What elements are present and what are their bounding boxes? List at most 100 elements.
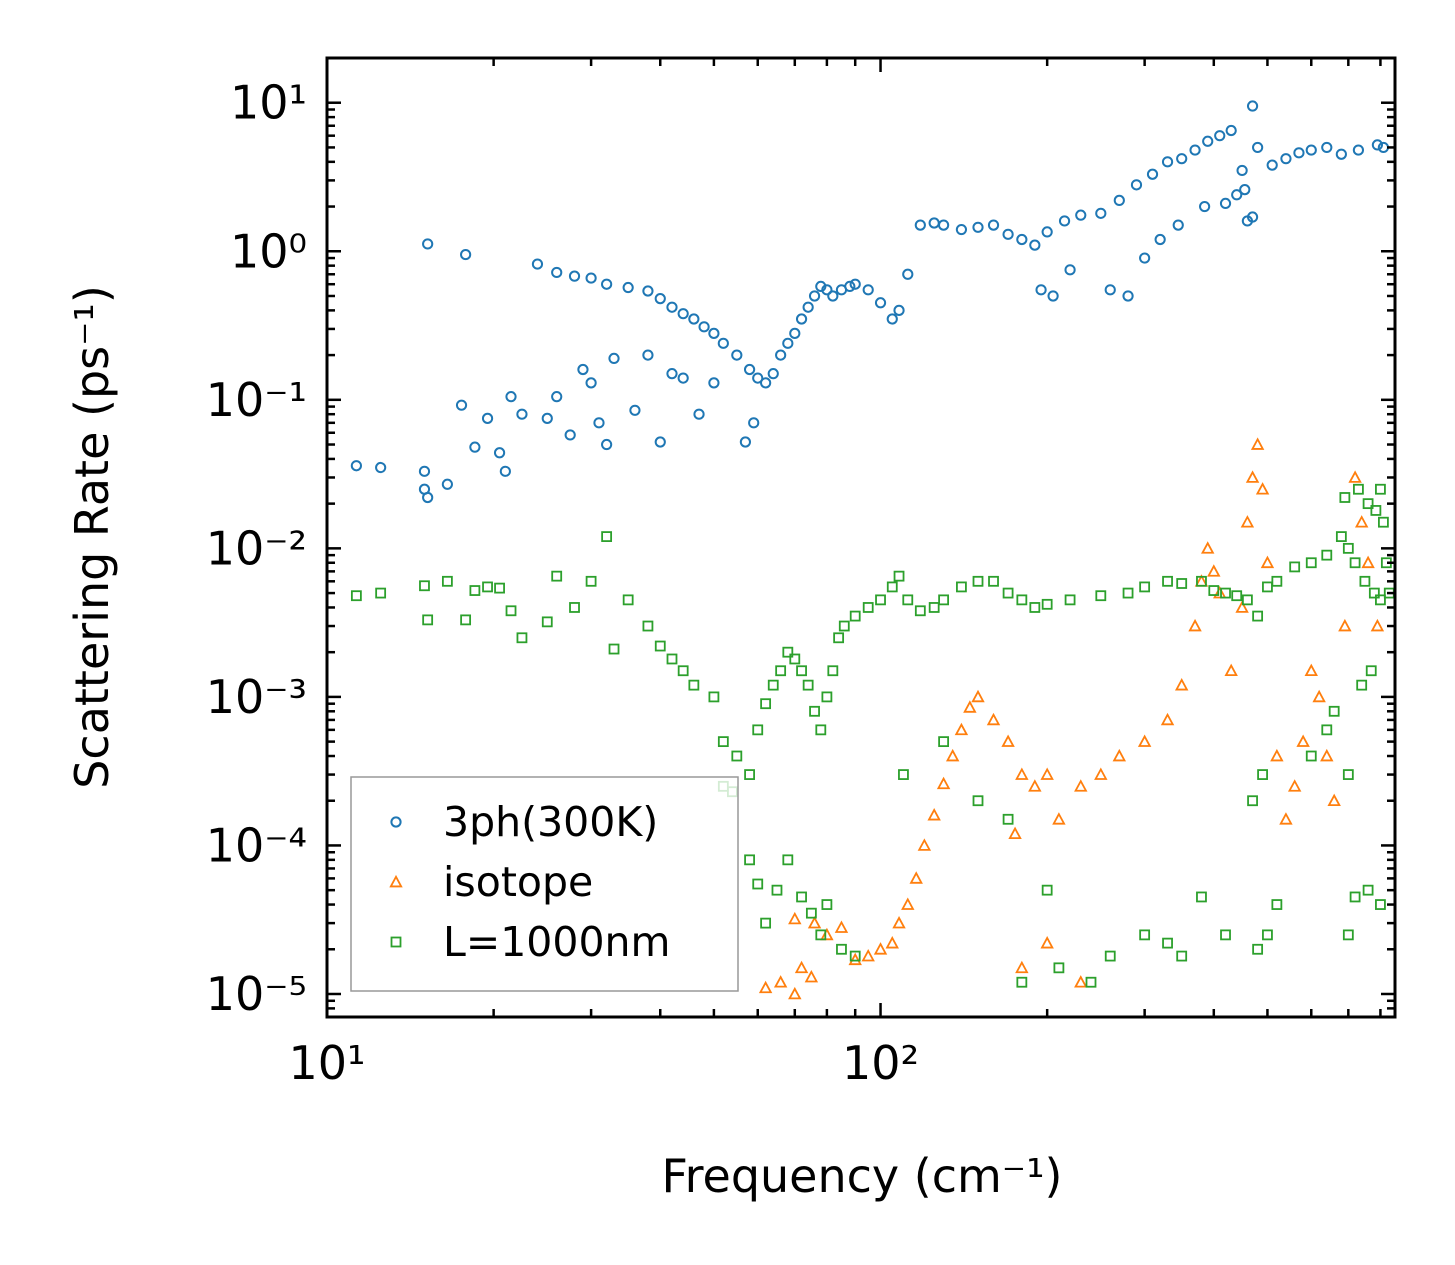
data-point	[938, 219, 950, 231]
data-point	[1257, 769, 1268, 780]
data-point	[1279, 812, 1293, 825]
data-point	[954, 722, 969, 736]
data-point	[902, 268, 914, 280]
data-point	[422, 238, 434, 250]
data-point	[677, 372, 689, 384]
y-tick-label: 10⁻⁴	[206, 818, 307, 872]
data-point	[1029, 239, 1041, 251]
data-point	[642, 285, 654, 297]
data-point	[1321, 549, 1333, 561]
data-point	[1016, 233, 1028, 246]
series-square	[350, 483, 1395, 988]
data-point	[902, 594, 914, 606]
data-point	[758, 980, 773, 994]
x-axis-label: Frequency (cm⁻¹)	[662, 1149, 1063, 1203]
data-point	[1362, 884, 1374, 896]
data-point	[499, 465, 511, 477]
data-point	[815, 724, 827, 736]
data-point	[1361, 555, 1375, 569]
data-point	[1040, 936, 1054, 949]
data-point	[1122, 587, 1134, 599]
data-point	[622, 281, 634, 294]
data-point	[804, 969, 819, 983]
data-point	[375, 461, 387, 474]
data-point	[1016, 976, 1028, 988]
data-point	[1252, 610, 1264, 622]
data-point	[886, 313, 898, 325]
data-point	[1113, 194, 1125, 206]
data-point	[739, 436, 752, 448]
data-point	[796, 665, 807, 677]
data-point	[505, 605, 517, 617]
data-point	[1074, 975, 1088, 988]
data-point	[909, 871, 923, 884]
data-point	[1335, 531, 1347, 542]
data-point	[1271, 575, 1283, 587]
data-point	[972, 795, 984, 807]
data-point	[418, 465, 431, 477]
data-point	[836, 943, 847, 955]
data-point	[744, 854, 755, 866]
axes: 10¹ 10² 10¹ 10⁰ 10⁻¹ 10⁻² 10⁻³ 10⁻⁴ 10⁻⁵	[206, 56, 1397, 1090]
data-point	[708, 691, 720, 703]
data-point	[1112, 748, 1127, 762]
data-point	[1104, 284, 1116, 296]
data-point	[1375, 483, 1386, 495]
data-point	[743, 363, 756, 376]
data-point	[375, 587, 387, 599]
y-tick-label: 10⁻²	[206, 521, 307, 575]
data-point	[1139, 252, 1151, 264]
data-point	[914, 219, 926, 231]
data-point	[771, 884, 783, 896]
data-point	[1246, 100, 1259, 112]
data-point	[901, 897, 915, 910]
data-point	[988, 575, 999, 587]
data-point	[1320, 748, 1334, 762]
data-point	[1188, 618, 1202, 632]
data-point	[568, 270, 581, 282]
data-point	[1371, 139, 1384, 151]
data-point	[936, 776, 951, 790]
data-point	[1047, 290, 1059, 302]
data-point	[873, 942, 888, 955]
data-point	[1207, 564, 1221, 577]
data-point	[717, 337, 729, 349]
data-point	[585, 377, 597, 389]
data-point	[1064, 594, 1076, 606]
data-point	[760, 917, 772, 929]
data-point	[1296, 734, 1310, 747]
data-point	[782, 854, 794, 866]
data-point	[494, 582, 505, 594]
data-point	[577, 363, 589, 376]
data-point	[708, 327, 720, 339]
data-point	[717, 736, 729, 748]
data-point	[927, 808, 941, 821]
data-point	[862, 602, 874, 613]
data-point	[1154, 233, 1166, 246]
data-point	[666, 301, 678, 313]
legend-label: isotope	[443, 858, 593, 906]
data-point	[874, 297, 887, 309]
data-point	[945, 748, 960, 762]
data-point	[844, 280, 856, 293]
data-point	[1349, 891, 1361, 903]
y-axis-label: Scattering Rate (ps⁻¹)	[65, 285, 119, 789]
data-point	[1348, 470, 1362, 483]
data-point	[1235, 600, 1249, 613]
data-point	[1053, 962, 1065, 974]
data-point	[1219, 197, 1232, 209]
data-point	[1189, 144, 1201, 156]
data-point	[782, 337, 794, 349]
data-point	[551, 570, 563, 582]
data-point	[350, 590, 362, 602]
data-point	[1312, 689, 1326, 703]
data-point	[1368, 587, 1380, 599]
data-point	[834, 920, 849, 933]
data-point	[796, 891, 807, 903]
data-point	[1353, 483, 1364, 495]
data-point	[1375, 594, 1386, 606]
data-point	[1260, 555, 1275, 569]
data-point	[1262, 581, 1273, 593]
data-point	[1041, 884, 1053, 896]
data-point	[893, 304, 905, 316]
